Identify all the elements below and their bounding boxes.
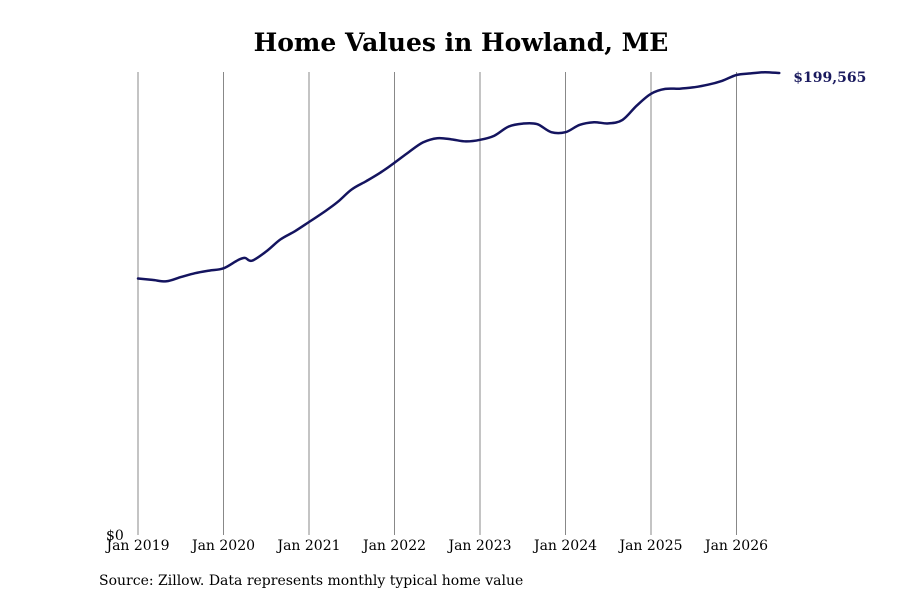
- x-tick-label-6: Jan 2025: [617, 538, 682, 554]
- x-tick-label-4: Jan 2023: [446, 538, 511, 554]
- x-tick-label-3: Jan 2022: [361, 538, 426, 554]
- x-tick-label-5: Jan 2024: [532, 538, 597, 554]
- end-value-label: $199,565: [793, 70, 866, 86]
- chart-title: Home Values in Howland, ME: [253, 28, 669, 57]
- x-tick-label-7: Jan 2026: [703, 538, 768, 554]
- x-tick-label-2: Jan 2021: [275, 538, 340, 554]
- y-tick-label-0: $0: [106, 528, 124, 544]
- home-value-line: [136, 70, 781, 283]
- source-note: Source: Zillow. Data represents monthly …: [99, 573, 524, 589]
- x-tick-label-0: Jan 2019: [104, 538, 169, 554]
- x-tick-label-1: Jan 2020: [190, 538, 255, 554]
